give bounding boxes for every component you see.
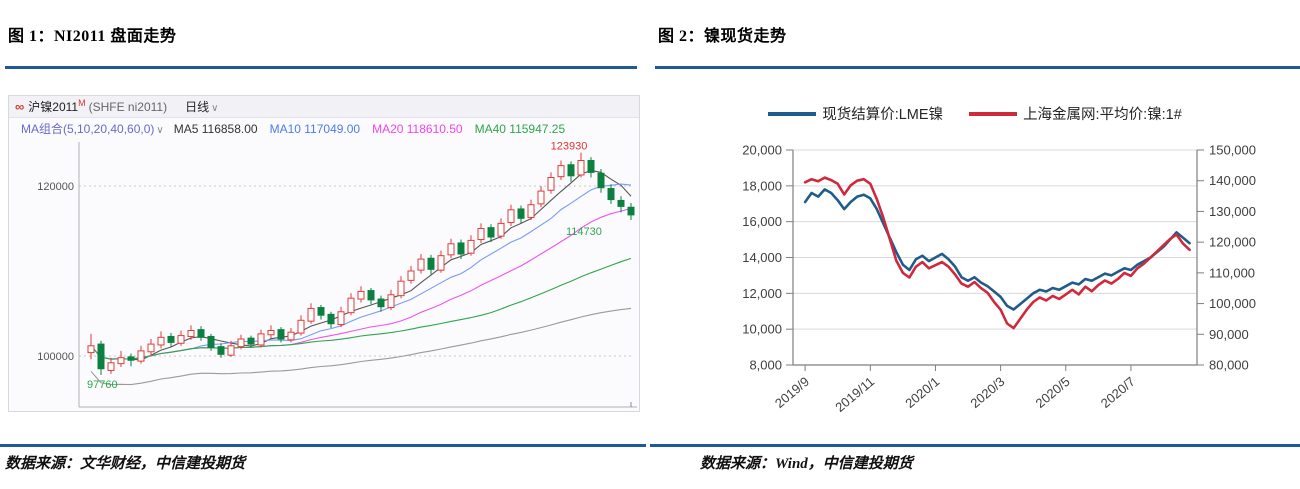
svg-text:8,000: 8,000 <box>749 358 782 373</box>
svg-text:16,000: 16,000 <box>742 214 782 229</box>
ma-value: MA20 118610.50 <box>372 121 463 136</box>
figure1-title-rule <box>5 66 637 69</box>
svg-text:10,000: 10,000 <box>742 322 782 337</box>
svg-text:90,000: 90,000 <box>1209 327 1249 342</box>
svg-text:2020/3: 2020/3 <box>967 374 1007 411</box>
svg-text:18,000: 18,000 <box>742 178 782 193</box>
svg-text:100,000: 100,000 <box>1209 296 1256 311</box>
figure1-source: 数据来源：文华财经，中信建投期货 <box>5 456 246 472</box>
ma-indicator-row: MA组合(5,10,20,40,60,0) ∨ MA5 116858.00 MA10… <box>21 119 641 138</box>
svg-text:100000: 100000 <box>37 351 74 363</box>
figure2-source: 数据来源：Wind，中信建投期货 <box>700 456 913 472</box>
svg-text:120,000: 120,000 <box>1209 235 1256 250</box>
contract-code: (SHFE ni2011) <box>88 99 168 114</box>
svg-text:97760: 97760 <box>87 379 118 391</box>
svg-text:2020/1: 2020/1 <box>902 374 942 411</box>
legend-item-lme: 现货结算价:LME镍 <box>768 103 943 124</box>
wenhua-logo-icon: ∞ <box>15 99 25 114</box>
ma-value: MA10 117049.00 <box>269 121 361 136</box>
ma-value: MA5 116858.00 <box>173 121 258 136</box>
chevron-down-icon: ∨ <box>156 125 164 136</box>
svg-text:110,000: 110,000 <box>1209 265 1255 280</box>
svg-text:2019/9: 2019/9 <box>772 374 812 411</box>
svg-text:12,000: 12,000 <box>742 286 782 301</box>
legend-label-lme: 现货结算价:LME镍 <box>822 107 944 123</box>
terminal-header: ∞ 沪镍2011M (SHFE ni2011) 日线 ∨ <box>9 96 639 118</box>
svg-text:123930: 123930 <box>551 141 588 153</box>
legend-item-smm: 上海金属网:平均价:镍:1# <box>969 103 1182 124</box>
figure1-title: 图 1：NI2011 盘面走势 <box>8 28 177 45</box>
svg-text:2020/7: 2020/7 <box>1098 374 1138 411</box>
figure1-bottom-rule <box>0 444 646 447</box>
ma-values: MA5 116858.00 MA10 117049.00 MA20 118610.5… <box>174 122 577 136</box>
svg-text:140,000: 140,000 <box>1209 173 1256 188</box>
smm-line-swatch <box>969 111 1018 116</box>
svg-text:2019/11: 2019/11 <box>832 374 877 415</box>
svg-text:114730: 114730 <box>566 226 602 238</box>
period-dropdown[interactable]: 日线 ∨ <box>185 100 219 114</box>
ma-settings-dropdown[interactable]: MA组合(5,10,20,40,60,0) ∨ <box>21 122 164 136</box>
svg-text:20,000: 20,000 <box>742 143 782 158</box>
main-contract-flag: M <box>78 98 86 108</box>
figure2-title: 图 2：镍现货走势 <box>658 28 787 45</box>
svg-text:14,000: 14,000 <box>742 250 782 265</box>
svg-text:130,000: 130,000 <box>1209 204 1256 219</box>
svg-text:150,000: 150,000 <box>1209 143 1256 158</box>
svg-text:80,000: 80,000 <box>1209 358 1249 373</box>
contract-name: 沪镍2011M <box>28 98 86 114</box>
chart-legend: 现货结算价:LME镍 上海金属网:平均价:镍:1# <box>650 103 1300 124</box>
legend-label-smm: 上海金属网:平均价:镍:1# <box>1023 107 1182 123</box>
chevron-down-icon: ∨ <box>211 103 219 114</box>
lme-line-swatch <box>768 111 817 116</box>
futures-terminal-screenshot: ∞ 沪镍2011M (SHFE ni2011) 日线 ∨ MA组合(5,10,20… <box>8 95 640 412</box>
candlestick-chart: 120000 100000 123930 114730 97760 <box>37 141 637 408</box>
ma-value: MA40 115947.25 <box>474 121 566 136</box>
svg-text:2020/5: 2020/5 <box>1033 374 1073 411</box>
spot-price-line-chart: 20,000 18,000 16,000 14,000 12,000 10,000 8,00… <box>742 143 1256 415</box>
svg-text:120000: 120000 <box>37 181 74 193</box>
figure2-title-rule <box>655 66 1300 69</box>
figure2-bottom-rule <box>650 444 1300 447</box>
